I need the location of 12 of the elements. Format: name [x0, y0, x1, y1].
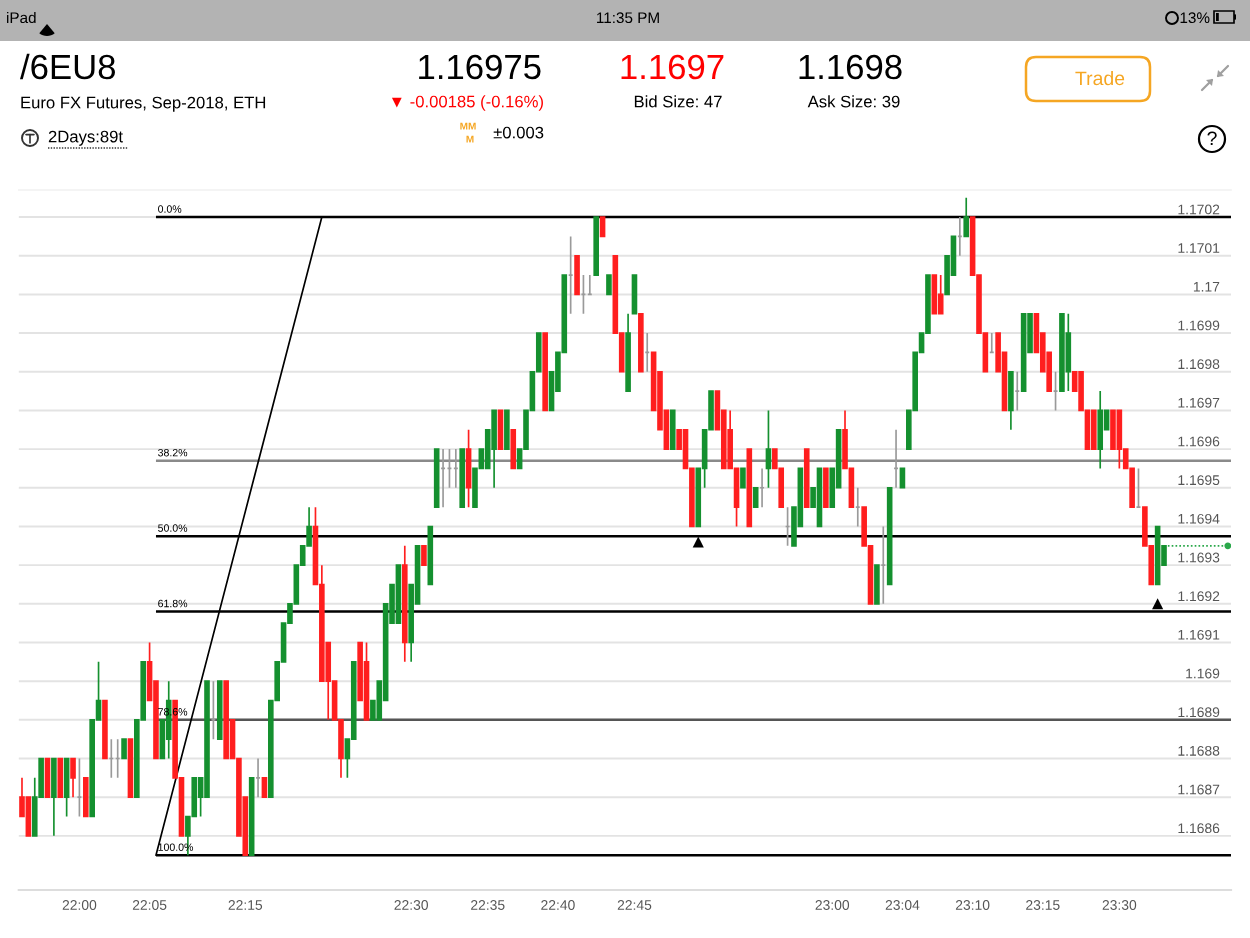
- text: 1.1697: [621, 54, 724, 80]
- text: ▼ -0.00185 (-0.16%): [391, 95, 543, 111]
- text: ?: [1207, 131, 1217, 146]
- text: 1.1698: [799, 54, 902, 80]
- chart-subtitle: Euro FX Futures, Sep-2018, ETH: [21, 96, 266, 112]
- text: ±0.003: [493, 126, 544, 139]
- text: Ask Size: 39: [807, 95, 900, 108]
- text: 1.16975: [419, 54, 541, 80]
- text: 2Days:89t: [48, 130, 123, 146]
- text: Trade: [1075, 70, 1125, 86]
- chart-title: /6EU8: [20, 53, 115, 80]
- text: Bid Size: 47: [634, 95, 722, 108]
